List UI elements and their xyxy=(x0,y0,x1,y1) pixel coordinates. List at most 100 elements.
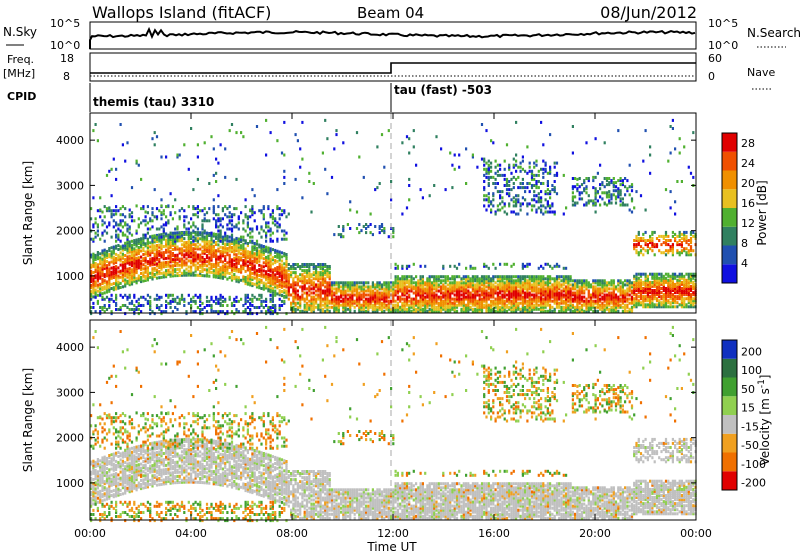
heatmap-cell xyxy=(235,265,238,269)
heatmap-cell xyxy=(326,269,329,273)
heatmap-cell xyxy=(124,293,127,297)
heatmap-cell xyxy=(305,291,309,295)
heatmap-cell xyxy=(342,285,345,289)
heatmap-cell xyxy=(242,238,245,242)
heatmap-cell xyxy=(519,289,522,293)
heatmap-cell xyxy=(328,309,331,313)
heatmap-cell xyxy=(430,307,434,311)
heatmap-cell xyxy=(226,236,229,240)
heatmap-cell xyxy=(353,285,356,289)
heatmap-cell xyxy=(499,173,502,177)
heatmap-cell xyxy=(308,285,311,289)
heatmap-cell xyxy=(260,256,263,260)
heatmap-cell xyxy=(276,249,279,253)
heatmap-cell xyxy=(490,200,493,204)
heatmap-cell xyxy=(467,291,470,295)
heatmap-cell xyxy=(196,239,199,243)
heatmap-cell xyxy=(503,202,506,206)
heatmap-cell xyxy=(276,270,279,274)
heatmap-cell xyxy=(110,287,113,290)
heatmap-cell xyxy=(101,295,104,299)
heatmap-cell xyxy=(271,312,274,316)
heatmap-cell xyxy=(508,301,511,305)
heatmap-cell xyxy=(610,305,613,309)
heatmap-cell xyxy=(155,252,159,256)
heatmap-cell xyxy=(490,139,493,143)
heatmap-cell xyxy=(235,131,238,135)
heatmap-cell xyxy=(185,227,188,231)
heatmap-cell xyxy=(146,249,149,253)
heatmap-cell xyxy=(133,312,136,316)
heatmap-cell xyxy=(249,279,252,283)
heatmap-cell xyxy=(246,266,249,270)
heatmap-cell xyxy=(421,303,424,307)
heatmap-cell xyxy=(226,261,229,265)
heatmap-cell xyxy=(171,268,174,272)
heatmap-cell xyxy=(115,239,118,243)
heatmap-cell xyxy=(526,204,529,208)
heatmap-cell xyxy=(449,264,452,268)
heatmap-cell xyxy=(490,301,493,305)
heatmap-cell xyxy=(476,305,479,309)
heatmap-cell xyxy=(355,281,359,285)
heatmap-cell xyxy=(544,301,547,305)
heatmap-cell xyxy=(292,285,295,289)
heatmap-cell xyxy=(580,299,584,303)
heatmap-cell xyxy=(153,215,156,219)
heatmap-cell xyxy=(328,301,331,305)
heatmap-cell xyxy=(199,233,202,237)
heatmap-cell xyxy=(355,227,359,230)
heatmap-cell xyxy=(521,167,524,171)
heatmap-cell xyxy=(315,283,318,287)
heatmap-cell xyxy=(601,279,604,283)
heatmap-cell xyxy=(562,279,565,283)
heatmap-cell xyxy=(262,269,265,273)
heatmap-cell xyxy=(405,297,409,301)
heatmap-cell xyxy=(140,310,143,314)
heatmap-cell xyxy=(144,242,147,246)
heatmap-cell xyxy=(412,303,415,307)
heatmap-cell xyxy=(124,254,127,257)
heatmap-cell xyxy=(428,295,431,299)
heatmap-cell xyxy=(312,267,315,271)
heatmap-cell xyxy=(96,285,99,289)
heatmap-cell xyxy=(130,270,134,274)
heatmap-cell xyxy=(449,285,452,289)
heatmap-cell xyxy=(185,249,188,253)
heatmap-cell xyxy=(201,225,204,229)
heatmap-cell xyxy=(592,186,595,190)
heatmap-cell xyxy=(387,305,390,309)
heatmap-cell xyxy=(444,293,447,297)
heatmap-cell xyxy=(94,310,97,314)
heatmap-cell xyxy=(237,255,240,259)
heatmap-cell xyxy=(160,245,163,249)
heatmap-cell xyxy=(437,307,440,311)
heatmap-cell xyxy=(451,305,454,309)
heatmap-cell xyxy=(255,255,259,258)
heatmap-cell xyxy=(558,283,561,287)
heatmap-cell xyxy=(128,258,131,262)
heatmap-cell xyxy=(215,269,218,273)
heatmap-cell xyxy=(549,206,552,210)
heatmap-cell xyxy=(535,208,538,212)
heatmap-cell xyxy=(385,283,388,287)
heatmap-cell xyxy=(605,281,609,285)
heatmap-cell xyxy=(321,299,324,303)
heatmap-cell xyxy=(176,267,179,271)
heatmap-cell xyxy=(490,175,493,179)
heatmap-cell xyxy=(435,281,438,285)
heatmap-cell xyxy=(555,173,559,177)
heatmap-cell xyxy=(137,223,140,227)
heatmap-cell xyxy=(219,270,222,274)
heatmap-cell xyxy=(451,285,454,289)
heatmap-cell xyxy=(471,275,474,279)
heatmap-cell xyxy=(283,254,286,258)
heatmap-cell xyxy=(196,231,199,235)
heatmap-cell xyxy=(199,263,202,267)
heatmap-cell xyxy=(201,231,204,235)
heatmap-cell xyxy=(471,266,474,270)
heatmap-cell xyxy=(385,307,388,311)
heatmap-cell xyxy=(203,274,206,278)
heatmap-cell xyxy=(135,250,138,254)
heatmap-cell xyxy=(178,247,181,251)
